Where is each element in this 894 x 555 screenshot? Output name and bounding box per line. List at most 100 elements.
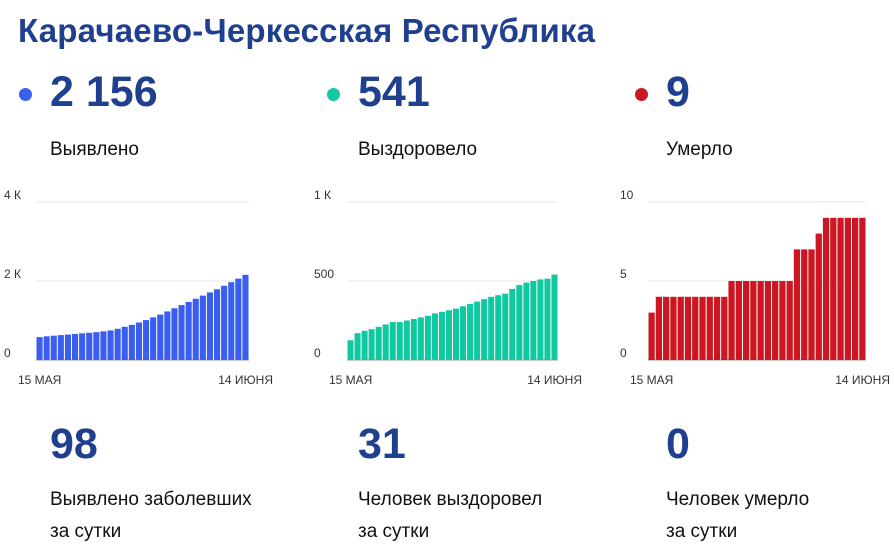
bar [36, 337, 43, 360]
y-tick-label: 500 [314, 267, 334, 281]
bar [43, 336, 50, 360]
detected-daily-label: Выявлено заболевших за сутки [50, 484, 252, 548]
bar [221, 285, 228, 360]
bar [815, 233, 822, 360]
bar [706, 296, 713, 360]
deaths-chart: 0 5 10 15 МАЯ 14 ИЮНЯ [620, 188, 890, 387]
bar [692, 296, 699, 360]
bar [844, 217, 851, 360]
bar [742, 281, 750, 360]
bar [121, 326, 128, 360]
bar [670, 296, 677, 360]
bar [699, 296, 706, 360]
bar [786, 281, 793, 360]
bar [64, 334, 71, 360]
bar [150, 317, 157, 360]
recovered-label: Выздоровело [358, 139, 478, 160]
bar [79, 333, 86, 360]
stat-column-recovered: 541 Выздоровело 0 500 1 К 15 МАЯ 14 ИЮНЯ 31 … [310, 0, 610, 555]
detected-daily-value: 98 [50, 420, 98, 468]
bar [481, 299, 488, 360]
y-tick-label: 10 [620, 188, 634, 202]
bar [403, 320, 410, 360]
bar [684, 296, 692, 360]
bar [721, 296, 728, 360]
stat-column-deaths: 9 Умерло 0 5 10 15 МАЯ 14 ИЮНЯ 0 Человек уме… [618, 0, 894, 555]
bar [228, 282, 235, 360]
bar [100, 331, 107, 360]
bar [368, 329, 375, 360]
bar [354, 333, 361, 360]
recovered-daily-value: 31 [358, 420, 406, 468]
bar [859, 217, 866, 360]
y-tick-label: 4 К [4, 188, 21, 202]
bar [837, 217, 844, 360]
bar [164, 311, 171, 360]
bar [382, 324, 389, 360]
bar [648, 312, 655, 360]
bar [389, 322, 396, 360]
bar [107, 330, 114, 361]
bar [453, 308, 460, 360]
bar [474, 301, 481, 360]
bar [417, 317, 424, 360]
bar [93, 332, 100, 360]
bar [178, 305, 185, 360]
bar [57, 335, 64, 360]
stat-column-detected: 2 156 Выявлено 0 2 К 4 К 15 МАЯ 14 ИЮНЯ 98 В… [0, 0, 300, 555]
bar [50, 335, 57, 360]
bar [431, 313, 438, 360]
y-tick-label: 1 К [314, 188, 331, 202]
bar [157, 314, 164, 360]
bar [779, 281, 786, 360]
bar [424, 315, 431, 360]
recovered-daily-label: Человек выздоровел за сутки [358, 484, 542, 548]
bar [192, 298, 199, 360]
bar [728, 281, 735, 360]
bar [801, 249, 808, 360]
bar [757, 281, 764, 360]
bar [822, 217, 830, 360]
bar [523, 282, 530, 360]
x-tick-label-start: 15 МАЯ [329, 373, 372, 387]
bar [206, 292, 213, 360]
bar [544, 278, 551, 360]
bar [516, 284, 523, 360]
deaths-daily-value: 0 [666, 420, 690, 468]
bar [128, 324, 135, 360]
recovered-daily-label-line2: за сутки [358, 521, 430, 542]
bar [663, 296, 670, 360]
bar [396, 322, 403, 360]
bar [655, 296, 663, 360]
bar [830, 217, 837, 360]
bar [171, 308, 178, 360]
bar [114, 328, 121, 360]
bar [460, 306, 467, 360]
detected-label: Выявлено [50, 139, 139, 160]
deaths-daily-label-line2: за сутки [666, 521, 738, 542]
bar [537, 279, 544, 360]
bar [808, 249, 815, 360]
detected-dot-icon [19, 88, 32, 101]
bar [750, 281, 757, 360]
x-tick-label-end: 14 ИЮНЯ [835, 373, 890, 387]
bar [185, 301, 192, 360]
deaths-daily-label: Человек умерло за сутки [666, 484, 809, 548]
bar [72, 333, 79, 360]
bar [410, 318, 417, 360]
recovered-chart: 0 500 1 К 15 МАЯ 14 ИЮНЯ [314, 188, 582, 387]
detected-daily-label-line1: Выявлено заболевших [50, 489, 252, 510]
bar [713, 296, 721, 360]
bar [502, 293, 509, 360]
detected-chart: 0 2 К 4 К 15 МАЯ 14 ИЮНЯ [4, 188, 273, 387]
x-tick-label-end: 14 ИЮНЯ [218, 373, 273, 387]
detected-total: 2 156 [50, 68, 158, 116]
bar [530, 281, 537, 360]
bar [86, 332, 93, 360]
bar [488, 296, 495, 360]
bar [509, 288, 516, 360]
recovered-daily-label-line1: Человек выздоровел [358, 489, 543, 510]
recovered-dot-icon [327, 88, 340, 101]
y-tick-label: 0 [620, 346, 627, 360]
bar [214, 289, 221, 360]
